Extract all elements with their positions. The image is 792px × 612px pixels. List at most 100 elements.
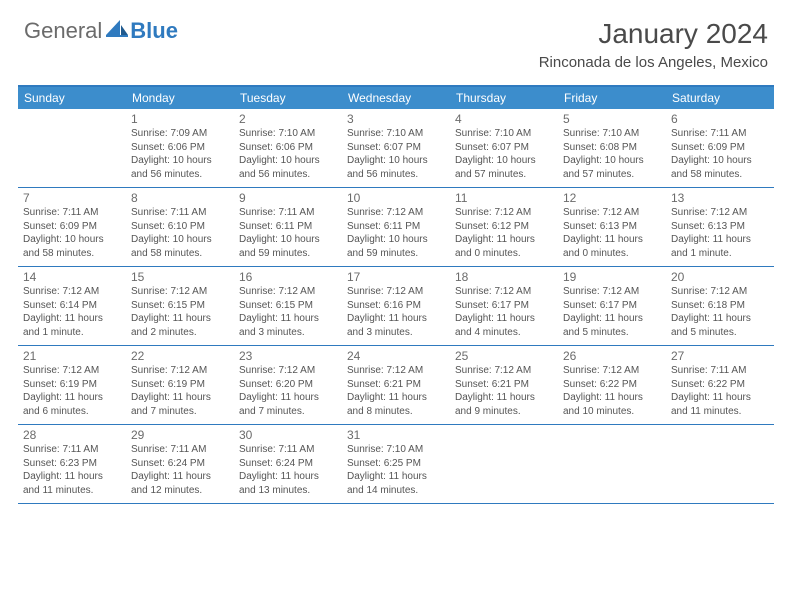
daylight-text: Daylight: 11 hours: [671, 233, 769, 247]
daylight-text: Daylight: 11 hours: [23, 391, 121, 405]
dow-cell: Thursday: [450, 87, 558, 109]
day-number: 9: [239, 191, 337, 205]
week-row: 14Sunrise: 7:12 AMSunset: 6:14 PMDayligh…: [18, 267, 774, 346]
daylight-text: and 8 minutes.: [347, 405, 445, 419]
daylight-text: Daylight: 11 hours: [131, 470, 229, 484]
day-number: 18: [455, 270, 553, 284]
daylight-text: and 56 minutes.: [347, 168, 445, 182]
day-number: 5: [563, 112, 661, 126]
daylight-text: Daylight: 11 hours: [23, 312, 121, 326]
day-number: 24: [347, 349, 445, 363]
daylight-text: and 56 minutes.: [239, 168, 337, 182]
dow-cell: Friday: [558, 87, 666, 109]
day-cell: 19Sunrise: 7:12 AMSunset: 6:17 PMDayligh…: [558, 267, 666, 345]
sunset-text: Sunset: 6:17 PM: [563, 299, 661, 313]
day-cell: 1Sunrise: 7:09 AMSunset: 6:06 PMDaylight…: [126, 109, 234, 187]
sunrise-text: Sunrise: 7:12 AM: [455, 364, 553, 378]
day-number: 2: [239, 112, 337, 126]
sunrise-text: Sunrise: 7:11 AM: [131, 443, 229, 457]
day-number: 8: [131, 191, 229, 205]
daylight-text: Daylight: 11 hours: [563, 233, 661, 247]
sunset-text: Sunset: 6:07 PM: [455, 141, 553, 155]
daylight-text: and 3 minutes.: [239, 326, 337, 340]
day-cell: 5Sunrise: 7:10 AMSunset: 6:08 PMDaylight…: [558, 109, 666, 187]
sunrise-text: Sunrise: 7:12 AM: [131, 364, 229, 378]
daylight-text: Daylight: 10 hours: [347, 154, 445, 168]
sunset-text: Sunset: 6:24 PM: [131, 457, 229, 471]
day-cell: 6Sunrise: 7:11 AMSunset: 6:09 PMDaylight…: [666, 109, 774, 187]
sunrise-text: Sunrise: 7:09 AM: [131, 127, 229, 141]
daylight-text: and 5 minutes.: [563, 326, 661, 340]
day-cell: 16Sunrise: 7:12 AMSunset: 6:15 PMDayligh…: [234, 267, 342, 345]
day-cell: 27Sunrise: 7:11 AMSunset: 6:22 PMDayligh…: [666, 346, 774, 424]
day-cell: 30Sunrise: 7:11 AMSunset: 6:24 PMDayligh…: [234, 425, 342, 503]
daylight-text: and 12 minutes.: [131, 484, 229, 498]
empty-day-cell: [666, 425, 774, 503]
sunset-text: Sunset: 6:22 PM: [671, 378, 769, 392]
sunrise-text: Sunrise: 7:11 AM: [23, 206, 121, 220]
daylight-text: Daylight: 11 hours: [455, 312, 553, 326]
dow-cell: Monday: [126, 87, 234, 109]
sunset-text: Sunset: 6:09 PM: [671, 141, 769, 155]
empty-day-cell: [558, 425, 666, 503]
daylight-text: Daylight: 11 hours: [563, 391, 661, 405]
daylight-text: Daylight: 10 hours: [239, 154, 337, 168]
day-number: 29: [131, 428, 229, 442]
day-cell: 31Sunrise: 7:10 AMSunset: 6:25 PMDayligh…: [342, 425, 450, 503]
week-row: 28Sunrise: 7:11 AMSunset: 6:23 PMDayligh…: [18, 425, 774, 504]
day-cell: 17Sunrise: 7:12 AMSunset: 6:16 PMDayligh…: [342, 267, 450, 345]
day-cell: 9Sunrise: 7:11 AMSunset: 6:11 PMDaylight…: [234, 188, 342, 266]
daylight-text: and 10 minutes.: [563, 405, 661, 419]
day-cell: 25Sunrise: 7:12 AMSunset: 6:21 PMDayligh…: [450, 346, 558, 424]
daylight-text: and 7 minutes.: [239, 405, 337, 419]
weeks-container: 1Sunrise: 7:09 AMSunset: 6:06 PMDaylight…: [18, 109, 774, 504]
sunrise-text: Sunrise: 7:12 AM: [671, 206, 769, 220]
daylight-text: and 1 minute.: [23, 326, 121, 340]
day-number: 19: [563, 270, 661, 284]
daylight-text: Daylight: 11 hours: [23, 470, 121, 484]
daylight-text: and 11 minutes.: [23, 484, 121, 498]
day-number: 4: [455, 112, 553, 126]
day-number: 22: [131, 349, 229, 363]
daylight-text: Daylight: 11 hours: [455, 233, 553, 247]
daylight-text: Daylight: 11 hours: [347, 391, 445, 405]
day-number: 23: [239, 349, 337, 363]
daylight-text: Daylight: 11 hours: [131, 391, 229, 405]
day-number: 25: [455, 349, 553, 363]
sunrise-text: Sunrise: 7:12 AM: [563, 285, 661, 299]
sunset-text: Sunset: 6:22 PM: [563, 378, 661, 392]
daylight-text: Daylight: 10 hours: [671, 154, 769, 168]
sunrise-text: Sunrise: 7:12 AM: [23, 364, 121, 378]
week-row: 7Sunrise: 7:11 AMSunset: 6:09 PMDaylight…: [18, 188, 774, 267]
day-number: 27: [671, 349, 769, 363]
sunrise-text: Sunrise: 7:12 AM: [671, 285, 769, 299]
day-cell: 20Sunrise: 7:12 AMSunset: 6:18 PMDayligh…: [666, 267, 774, 345]
sunrise-text: Sunrise: 7:10 AM: [347, 127, 445, 141]
day-cell: 3Sunrise: 7:10 AMSunset: 6:07 PMDaylight…: [342, 109, 450, 187]
sunset-text: Sunset: 6:15 PM: [239, 299, 337, 313]
sunset-text: Sunset: 6:16 PM: [347, 299, 445, 313]
daylight-text: and 58 minutes.: [131, 247, 229, 261]
day-number: 3: [347, 112, 445, 126]
daylight-text: and 14 minutes.: [347, 484, 445, 498]
day-number: 10: [347, 191, 445, 205]
sunset-text: Sunset: 6:14 PM: [23, 299, 121, 313]
sunset-text: Sunset: 6:08 PM: [563, 141, 661, 155]
daylight-text: and 13 minutes.: [239, 484, 337, 498]
day-cell: 11Sunrise: 7:12 AMSunset: 6:12 PMDayligh…: [450, 188, 558, 266]
sunrise-text: Sunrise: 7:10 AM: [563, 127, 661, 141]
sunset-text: Sunset: 6:11 PM: [347, 220, 445, 234]
day-cell: 7Sunrise: 7:11 AMSunset: 6:09 PMDaylight…: [18, 188, 126, 266]
sunset-text: Sunset: 6:23 PM: [23, 457, 121, 471]
daylight-text: Daylight: 10 hours: [131, 233, 229, 247]
day-number: 30: [239, 428, 337, 442]
sunrise-text: Sunrise: 7:12 AM: [347, 364, 445, 378]
sunrise-text: Sunrise: 7:12 AM: [239, 285, 337, 299]
day-number: 14: [23, 270, 121, 284]
day-cell: 12Sunrise: 7:12 AMSunset: 6:13 PMDayligh…: [558, 188, 666, 266]
daylight-text: Daylight: 11 hours: [455, 391, 553, 405]
sunset-text: Sunset: 6:19 PM: [131, 378, 229, 392]
daylight-text: Daylight: 10 hours: [455, 154, 553, 168]
day-number: 28: [23, 428, 121, 442]
sunset-text: Sunset: 6:24 PM: [239, 457, 337, 471]
